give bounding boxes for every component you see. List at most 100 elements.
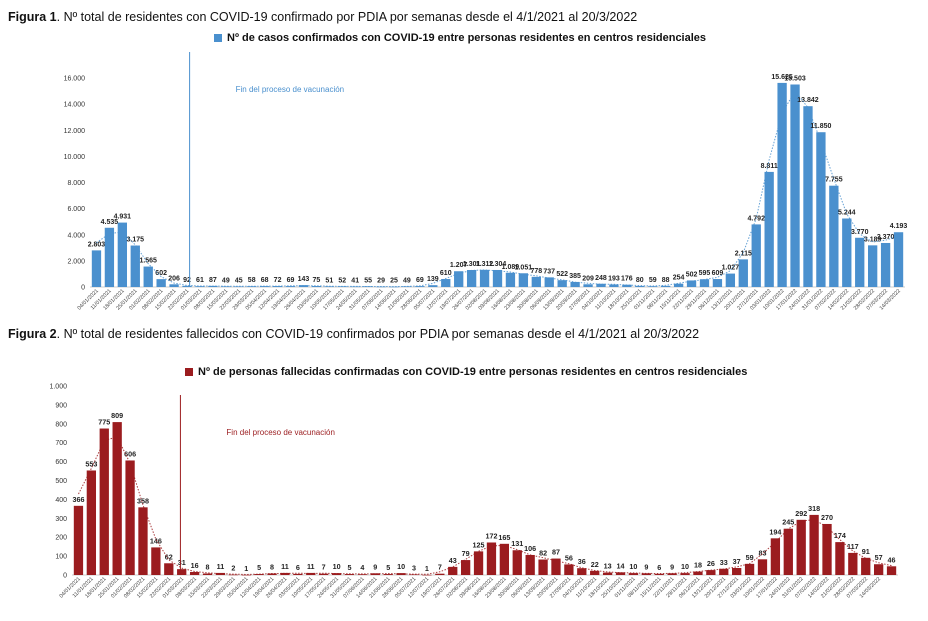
data-label: 59	[746, 553, 754, 562]
trend-line	[78, 436, 892, 576]
figure-1-legend-label: Nº de casos confirmados con COVID-19 ent…	[227, 32, 707, 44]
data-label: 5	[386, 563, 390, 572]
data-label: 10	[333, 562, 341, 571]
data-label: 91	[862, 547, 870, 556]
bar	[86, 470, 97, 575]
data-label: 14	[617, 561, 625, 570]
data-label: 15.503	[784, 75, 806, 82]
bar	[667, 573, 677, 575]
data-label: 5	[347, 563, 351, 572]
vaccination-annotation: Fin del proceso de vacunación	[236, 85, 345, 94]
data-label: 595	[699, 270, 711, 277]
bar	[751, 224, 761, 287]
data-label: 610	[440, 270, 452, 277]
data-label: 248	[595, 275, 607, 282]
data-label: 11.850	[810, 123, 831, 130]
bar	[551, 558, 561, 575]
figure-2-title-text: . Nº total de residentes fallecidos con …	[56, 327, 700, 341]
bar	[803, 106, 813, 287]
data-label: 11	[281, 562, 289, 571]
y-tick-label: 500	[55, 478, 67, 485]
data-label: 46	[888, 555, 896, 564]
data-label: 61	[196, 277, 204, 284]
bar	[311, 286, 322, 287]
data-label: 31	[178, 558, 186, 567]
data-label: 1.565	[139, 258, 157, 265]
bar	[732, 568, 742, 575]
bar	[855, 237, 865, 287]
bar	[531, 276, 541, 287]
bar	[525, 554, 535, 575]
bar	[564, 564, 574, 575]
bar	[169, 284, 179, 287]
data-label: 172	[485, 531, 497, 540]
data-label: 2.115	[735, 250, 752, 257]
bar	[602, 572, 613, 575]
data-label: 69	[416, 277, 424, 284]
data-label: 11	[307, 562, 315, 571]
data-label: 29	[377, 278, 385, 285]
bar	[544, 277, 554, 287]
bar	[383, 574, 393, 575]
bar	[415, 286, 425, 287]
bar	[221, 286, 231, 287]
data-label: 87	[552, 548, 560, 557]
data-label: 72	[274, 277, 282, 284]
data-label: 7.755	[825, 177, 843, 184]
data-label: 193	[608, 275, 620, 282]
y-tick-label: 700	[55, 440, 67, 447]
figure-2-title-bold: Figura 2	[8, 327, 57, 341]
bar	[143, 266, 153, 287]
data-label: 106	[524, 544, 536, 553]
bar	[285, 286, 296, 287]
data-label: 3	[412, 563, 416, 572]
y-tick-label: 10.000	[64, 154, 86, 161]
data-label: 2.803	[88, 241, 106, 248]
data-label: 8.811	[761, 163, 778, 170]
data-label: 602	[155, 270, 167, 277]
data-label: 1.051	[515, 264, 533, 271]
data-label: 139	[427, 276, 439, 283]
data-label: 1.207	[450, 262, 468, 269]
bar	[319, 573, 329, 575]
bar	[577, 568, 587, 575]
bar	[466, 270, 477, 287]
bar	[609, 284, 619, 287]
bar	[241, 574, 251, 576]
data-label: 131	[511, 539, 523, 548]
data-label: 56	[565, 553, 573, 562]
bar	[441, 279, 451, 287]
bar	[783, 528, 793, 575]
bar	[280, 572, 290, 575]
data-label: 15.625	[771, 74, 793, 81]
bar	[202, 573, 213, 575]
figure-2-legend-label: Nº de personas fallecidas confirmadas co…	[198, 366, 748, 378]
data-label: 51	[325, 277, 333, 284]
data-label: 79	[462, 549, 470, 558]
bar	[486, 542, 497, 575]
bar	[460, 560, 471, 575]
data-label: 87	[209, 277, 217, 284]
data-label: 8	[270, 562, 274, 571]
data-label: 3.175	[127, 237, 145, 244]
data-label: 1.089	[502, 264, 520, 271]
data-label: 8	[206, 562, 210, 571]
data-label: 10	[629, 562, 637, 571]
bar	[712, 279, 723, 287]
y-tick-label: 300	[55, 516, 67, 523]
data-label: 6	[296, 563, 300, 572]
data-label: 58	[248, 277, 256, 284]
data-label: 9	[373, 562, 377, 571]
y-tick-label: 100	[55, 554, 67, 561]
bar	[557, 280, 567, 287]
bar	[234, 286, 244, 288]
bar	[770, 538, 781, 575]
data-label: 49	[222, 277, 230, 284]
bar	[448, 566, 458, 575]
bar	[693, 571, 703, 575]
data-label: 49	[403, 277, 411, 284]
data-label: 270	[821, 513, 833, 522]
data-label: 59	[649, 277, 657, 284]
data-label: 11	[217, 562, 225, 571]
bar	[73, 505, 84, 575]
